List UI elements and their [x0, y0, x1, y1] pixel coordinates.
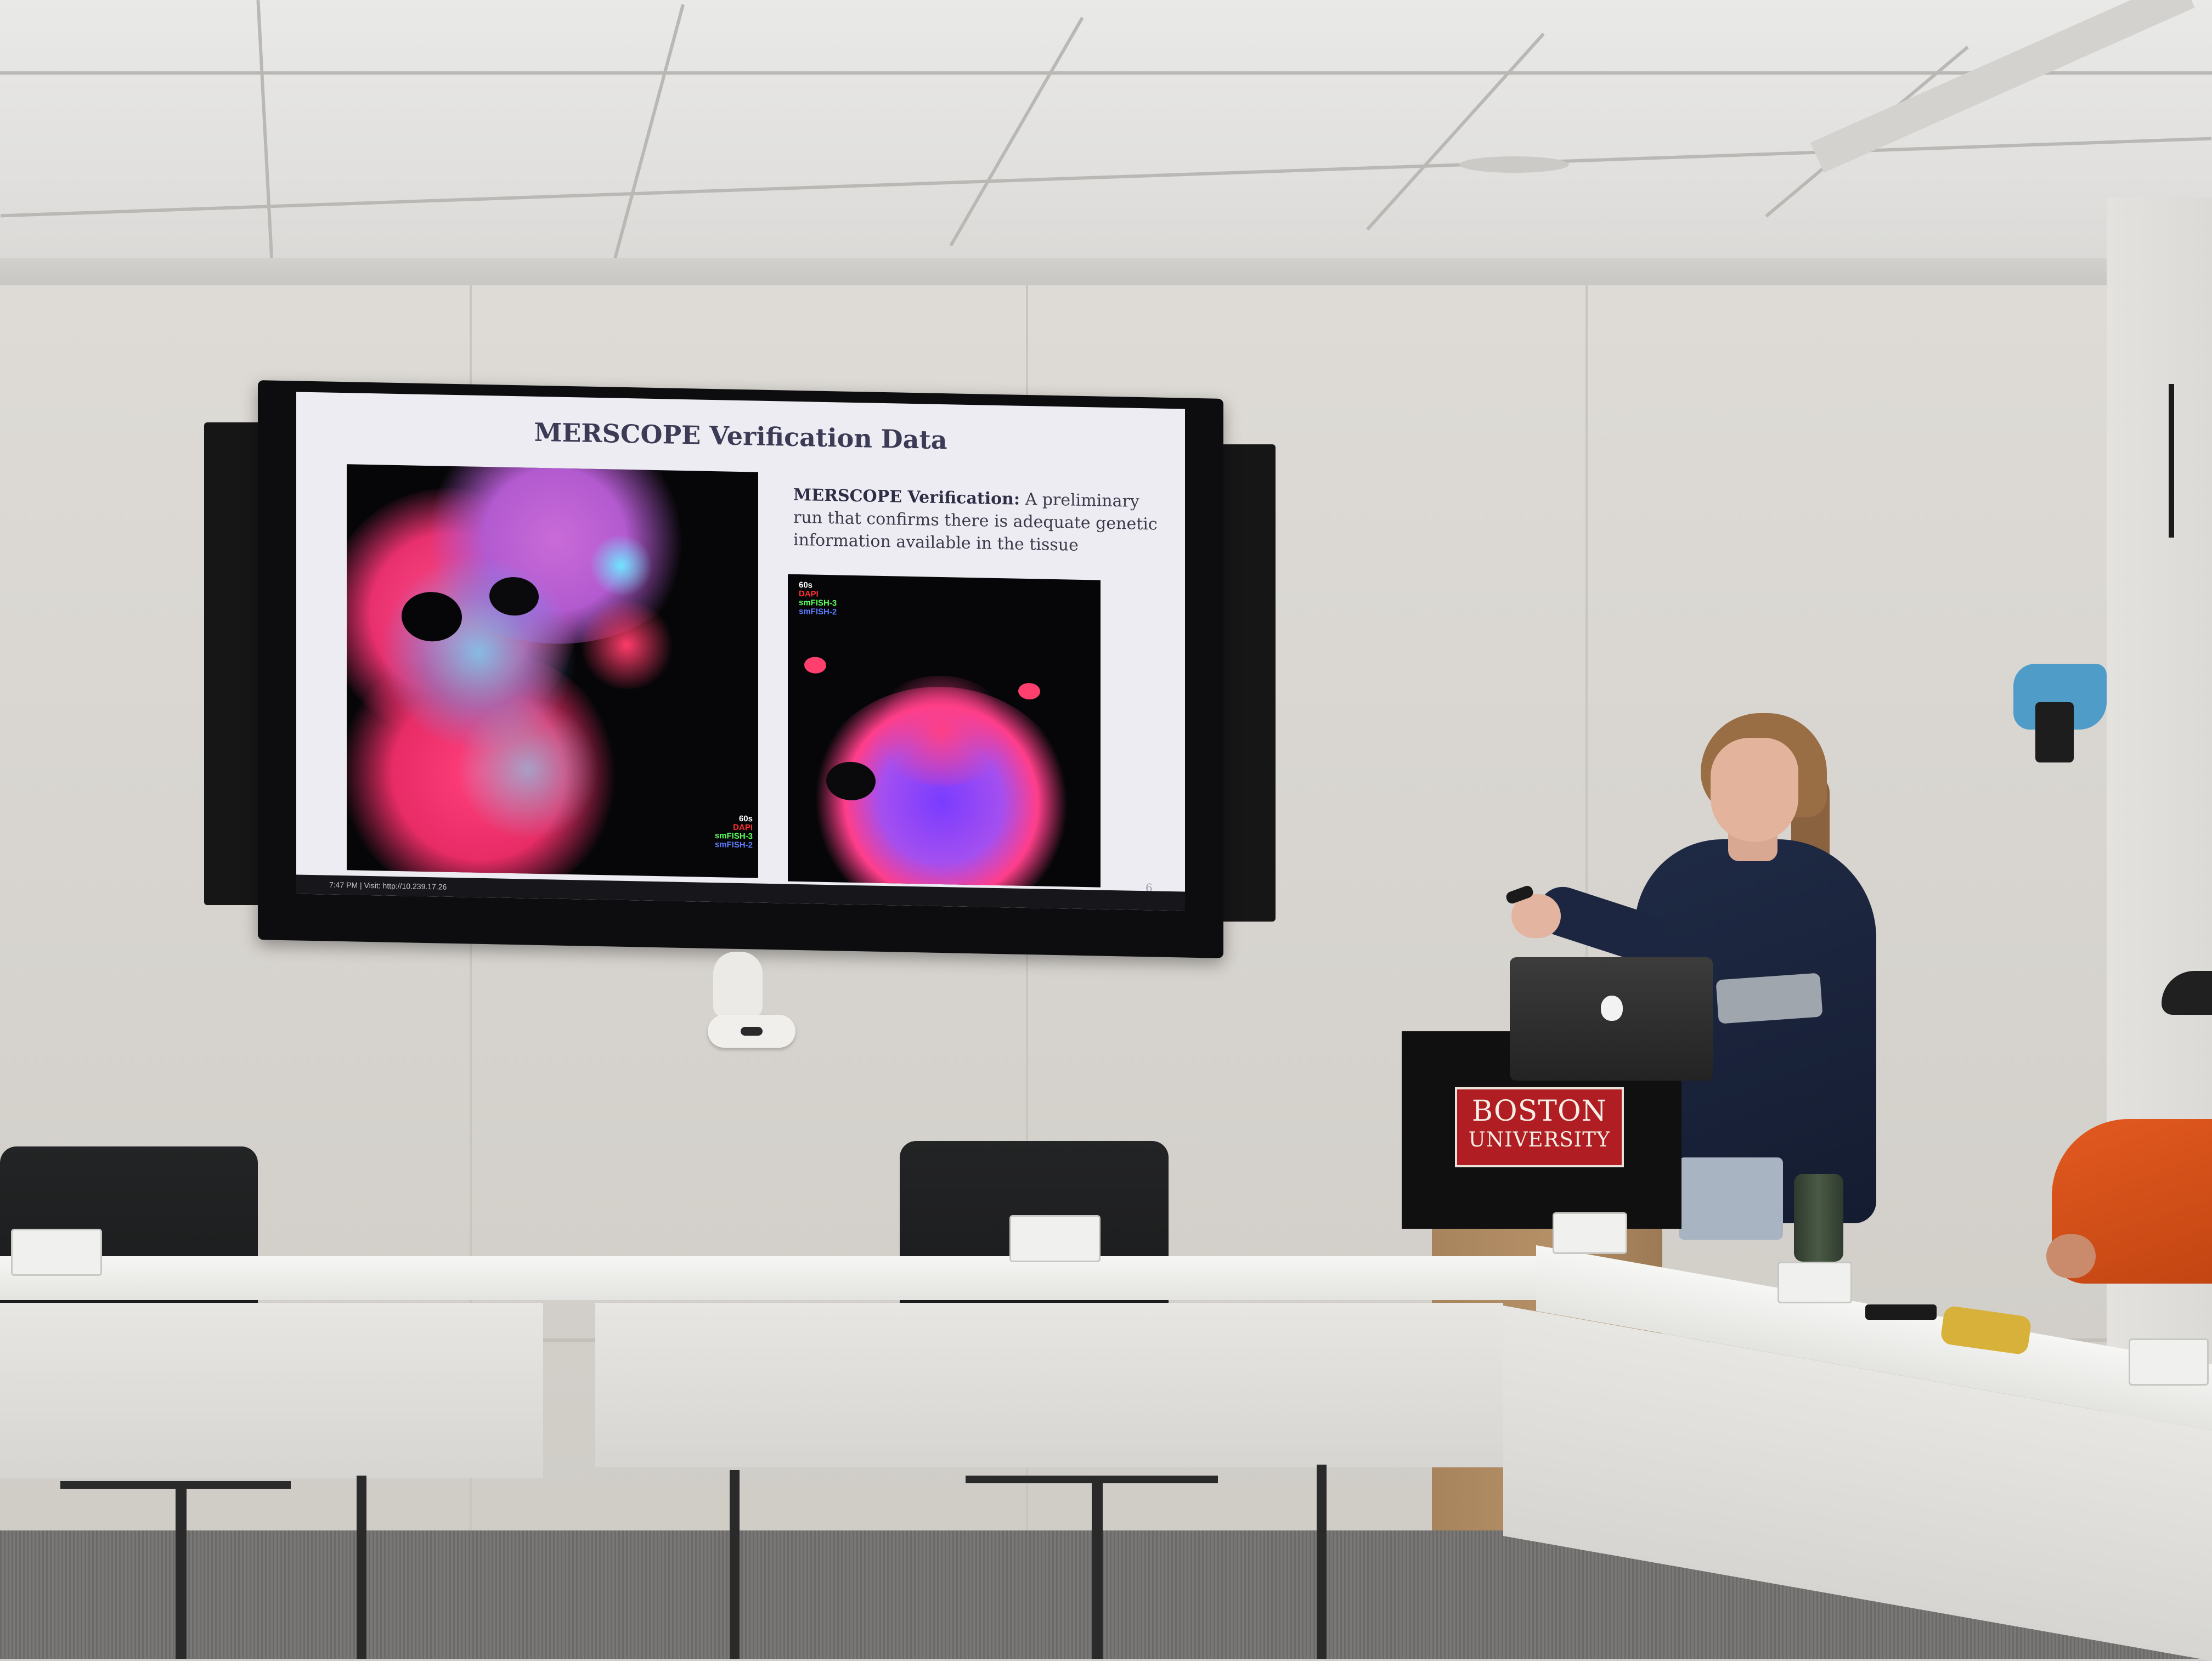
ptz-camera [713, 952, 763, 1018]
presenter-hand [1511, 894, 1561, 938]
slide-title: MERSCOPE Verification Data [534, 417, 947, 455]
table-leg [1317, 1465, 1327, 1659]
audience-hand [2046, 1234, 2096, 1278]
table-leg [730, 1470, 740, 1659]
chair-leg [966, 1476, 1218, 1483]
wall-cable [2169, 384, 2174, 538]
ceiling-grid-line [0, 71, 2212, 75]
sign-line-2: UNIVERSITY [1468, 1128, 1611, 1151]
table-panel [595, 1303, 1503, 1467]
ceiling-sprinkler [1459, 156, 1569, 173]
camera-lens [741, 1027, 763, 1036]
wall-holder [2035, 702, 2074, 762]
ceiling-grid-line [1, 137, 2211, 218]
presenter-face [1711, 738, 1798, 842]
image-legend: 60s DAPI smFISH-3 smFISH-2 [799, 580, 837, 617]
phone [1865, 1304, 1937, 1320]
apple-logo-icon [1601, 996, 1623, 1021]
tablet [1716, 973, 1823, 1024]
table-panel [0, 1303, 543, 1478]
table-power-box [1553, 1212, 1627, 1254]
slide-description: MERSCOPE Verification: A preliminary run… [793, 484, 1161, 558]
ceiling-grid-line [1366, 32, 1545, 231]
table-leg [357, 1476, 366, 1659]
ceiling-grid-line [613, 4, 685, 259]
table-power-box [1778, 1262, 1852, 1303]
table-power-box [2129, 1338, 2209, 1386]
chair-leg [60, 1481, 291, 1489]
speaker-right [1221, 444, 1276, 922]
chair-leg [176, 1481, 187, 1659]
water-bottle [1794, 1174, 1843, 1262]
conference-table [0, 1256, 1569, 1300]
ceiling [0, 0, 2212, 285]
chair-leg [1092, 1476, 1103, 1659]
podium-sign: BOSTON UNIVERSITY [1455, 1087, 1624, 1167]
table-power-box [1009, 1215, 1101, 1262]
sign-line-1: BOSTON [1471, 1095, 1607, 1128]
table-power-box [11, 1229, 102, 1276]
ceiling-grid-line [256, 0, 274, 263]
microscopy-image-right: 60s DAPI smFISH-3 smFISH-2 [788, 574, 1101, 888]
microscopy-image-left: 60s DAPI smFISH-3 smFISH-2 [347, 464, 758, 878]
ceiling-grid-line [949, 16, 1084, 247]
presenter-legs [1679, 1157, 1783, 1240]
slide-description-heading: MERSCOPE Verification: [793, 485, 1020, 509]
image-legend: 60s DAPI smFISH-3 smFISH-2 [714, 813, 753, 850]
presentation-slide: MERSCOPE Verification Data 60s DAPI smFI… [296, 392, 1185, 911]
speaker-left [204, 422, 264, 905]
